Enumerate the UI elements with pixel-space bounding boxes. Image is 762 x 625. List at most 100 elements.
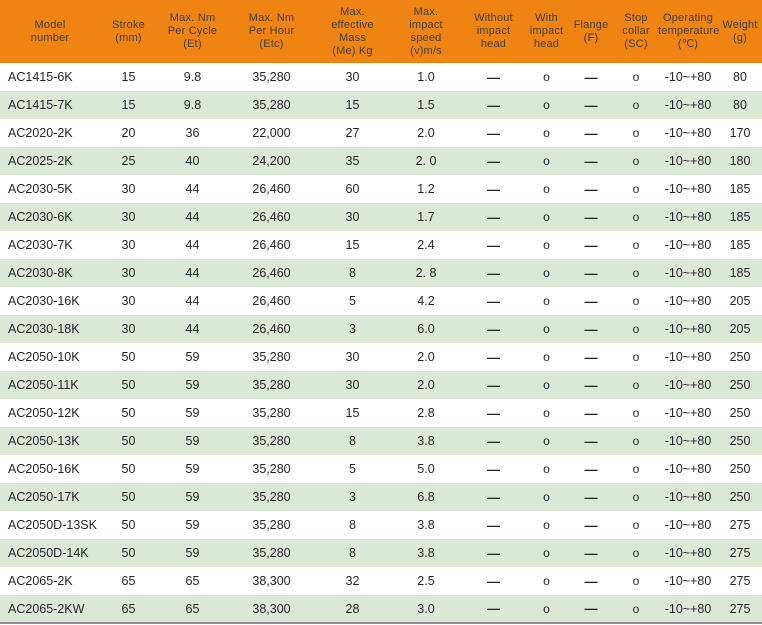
flange-cell: — [584,377,598,393]
weight-cell: 205 [729,294,751,308]
stroke-cell: 20 [121,126,136,140]
with-impact-head-cell: o [543,350,550,364]
model-number-cell: AC2050-17K [8,490,80,504]
operating-temperature-cell: -10~+80 [664,546,712,560]
column-header-stroke: Stroke (mm) [100,0,157,63]
operating-temperature-cell: -10~+80 [664,490,712,504]
max-effective-mass-cell: 8 [349,266,356,280]
flange-cell: — [584,349,598,365]
stroke-cell: 15 [121,98,136,112]
max-nm-per-cycle-cell: 44 [185,182,200,196]
column-header-model-number: Model number [0,0,100,63]
operating-temperature-cell: -10~+80 [664,574,712,588]
flange-cell: — [584,237,598,253]
max-effective-mass-cell: 30 [345,378,360,392]
weight-cell: 275 [729,601,751,616]
table-header: Model number Stroke (mm) Max. Nm Per Cyc… [0,0,762,63]
flange-cell: — [584,97,598,113]
weight-cell: 185 [729,182,751,196]
stroke-cell: 50 [121,490,136,504]
max-nm-per-cycle-cell: 40 [185,154,200,168]
max-nm-per-hour-cell: 26,460 [252,322,291,336]
max-effective-mass-cell: 8 [349,518,356,532]
max-impact-speed-cell: 2.0 [417,126,435,140]
weight-cell: 170 [729,126,751,140]
column-header-max-impact-speed: Max. impact speed (v)m/s [390,0,462,63]
stroke-cell: 50 [121,462,136,476]
stroke-cell: 30 [121,238,136,252]
max-nm-per-cycle-cell: 44 [185,322,200,336]
model-number-cell: AC2030-6K [8,210,73,224]
model-number-cell: AC2030-18K [8,322,80,336]
without-impact-head-cell: — [487,265,500,281]
max-impact-speed-cell: 4.2 [417,294,435,308]
max-effective-mass-cell: 32 [345,574,360,588]
stop-collar-cell: o [632,210,640,224]
max-nm-per-hour-cell: 35,280 [252,70,291,84]
max-effective-mass-cell: 15 [345,406,360,420]
max-effective-mass-cell: 30 [345,70,360,84]
flange-cell: — [584,321,598,337]
column-header-weight: Weight (g) [718,0,762,63]
operating-temperature-cell: -10~+80 [664,266,712,280]
operating-temperature-cell: -10~+80 [664,434,712,448]
max-effective-mass-cell: 30 [345,210,360,224]
operating-temperature-cell: -10~+80 [664,238,712,252]
with-impact-head-cell: o [543,182,550,196]
table-row: AC2030-8K 30 44 26,460 8 2. 8 — o — o -10~+80 185 [0,259,762,287]
table-row: AC2050-10K 50 59 35,280 30 2.0 — o — o -10~+80 250 [0,343,762,371]
max-effective-mass-cell: 3 [349,490,356,504]
operating-temperature-cell: -10~+80 [664,210,712,224]
max-nm-per-hour-cell: 35,280 [252,518,291,532]
max-nm-per-hour-cell: 35,280 [252,378,291,392]
without-impact-head-cell: — [487,377,500,393]
with-impact-head-cell: o [543,406,550,420]
max-impact-speed-cell: 2.8 [417,406,435,420]
max-impact-speed-cell: 2. 8 [415,266,437,280]
stroke-cell: 30 [121,210,136,224]
column-header-stop-collar: Stop collar (SC) [614,0,658,63]
without-impact-head-cell: — [487,153,500,169]
weight-cell: 250 [729,378,751,392]
column-header-max-effective-mass: Max. effective Mass (Me) Kg [315,0,390,63]
max-impact-speed-cell: 3.8 [417,518,435,532]
max-impact-speed-cell: 1.7 [417,210,435,224]
stop-collar-cell: o [632,490,640,504]
with-impact-head-cell: o [543,210,550,224]
flange-cell: — [584,125,598,141]
table-row: AC2050-12K 50 59 35,280 15 2.8 — o — o -10~+80 250 [0,399,762,427]
with-impact-head-cell: o [543,126,550,140]
max-nm-per-cycle-cell: 59 [185,434,200,448]
max-nm-per-cycle-cell: 65 [185,601,200,616]
stroke-cell: 50 [121,546,136,560]
weight-cell: 185 [729,238,751,252]
stroke-cell: 30 [121,294,136,308]
table-row: AC2030-6K 30 44 26,460 30 1.7 — o — o -10~+80 185 [0,203,762,231]
without-impact-head-cell: — [487,405,500,421]
flange-cell: — [584,209,598,225]
max-effective-mass-cell: 28 [345,601,360,616]
table-row: AC2050D-13SK 50 59 35,280 8 3.8 — o — o -10~+80 275 [0,511,762,539]
stop-collar-cell: o [632,238,640,252]
table-body: AC1415-6K 15 9.8 35,280 30 1.0— o — o -10~+80 80 AC… [0,63,762,623]
model-number-cell: AC1415-6K [8,70,73,84]
weight-cell: 250 [729,406,751,420]
with-impact-head-cell: o [543,490,550,504]
model-number-cell: AC1415-7K [8,98,73,112]
max-impact-speed-cell: 2.0 [417,350,435,364]
max-nm-per-hour-cell: 35,280 [252,434,291,448]
weight-cell: 250 [729,490,751,504]
stop-collar-cell: o [632,434,640,448]
operating-temperature-cell: -10~+80 [664,70,712,84]
stop-collar-cell: o [632,462,640,476]
flange-cell: — [584,405,598,421]
without-impact-head-cell: — [487,461,500,477]
model-number-cell: AC2065-2K [8,574,73,588]
model-number-cell: AC2065-2KW [8,601,85,616]
max-effective-mass-cell: 5 [349,294,356,308]
without-impact-head-cell: — [487,69,500,85]
max-impact-speed-cell: 2.0 [417,378,435,392]
stroke-cell: 25 [121,154,136,168]
stroke-cell: 30 [121,322,136,336]
